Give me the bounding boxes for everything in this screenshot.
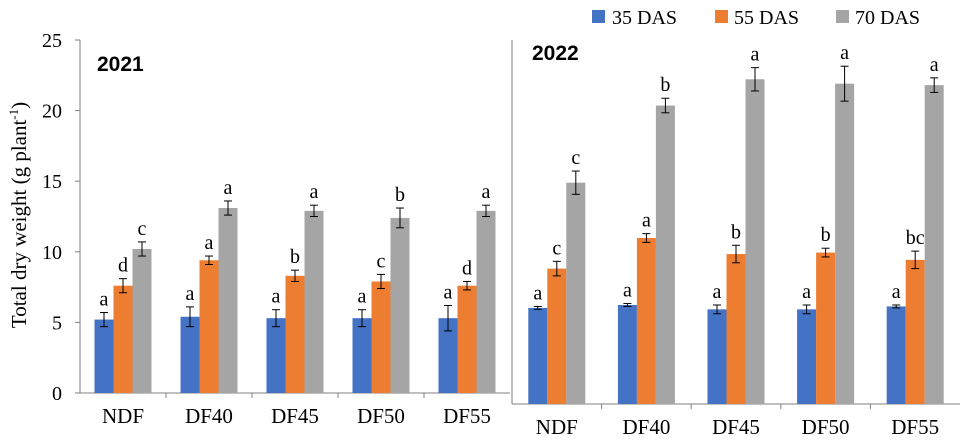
panel-2022-df45-35-das-significance-letter: a xyxy=(713,281,722,303)
panel-2021-tick-label-0: 0 xyxy=(52,383,62,405)
panel-2021-ndf-70-das-bar xyxy=(132,248,152,393)
panel-2021-df50-70-das-bar xyxy=(390,217,410,393)
panel-2021-category-label-df45: DF45 xyxy=(271,404,319,428)
panel-2021-df50-35-das-significance-letter: a xyxy=(358,286,367,308)
panel-2022-df50-70-das-significance-letter: a xyxy=(840,42,849,64)
panel-2022-category-label-df55: DF55 xyxy=(891,415,939,439)
panel-2022-df40-70-das-bar xyxy=(655,105,675,405)
panel-2022-category-label-ndf: NDF xyxy=(536,415,578,439)
panel-2022: 2022 NDF a c c DF40 a a b DF45 a b a DF50 a b a DF55 a bc a xyxy=(511,40,960,439)
panel-2022-df50-55-das-significance-letter: b xyxy=(821,224,831,246)
panel-2021-df40-35-das-significance-letter: a xyxy=(186,283,195,305)
panel-2022-category-label-df45: DF45 xyxy=(712,415,760,439)
panel-2022-df45-55-das-bar xyxy=(726,254,746,404)
panel-2021-df50-55-das-bar xyxy=(371,281,391,393)
panel-2021-df40-55-das-bar xyxy=(199,260,219,393)
y-axis-title: Total dry weight (g plant-1) xyxy=(6,102,31,328)
y-axis-title-close: ) xyxy=(7,102,31,109)
panel-2022-df55-35-das-significance-letter: a xyxy=(892,281,901,303)
panel-2022-df40-55-das-bar xyxy=(636,238,656,404)
panel-2021-tick-label-10: 10 xyxy=(42,242,62,264)
panel-2021-df50-55-das-significance-letter: c xyxy=(377,250,386,272)
panel-2021-ndf-70-das-significance-letter: c xyxy=(138,218,147,240)
panel-2021-df45-55-das-bar xyxy=(285,275,305,393)
panel-2022-df45-55-das-significance-letter: b xyxy=(731,221,741,243)
legend-swatch-35-das xyxy=(592,10,605,23)
panel-2021-y-ticks: 0 5 10 15 20 25 xyxy=(42,30,80,405)
panel-2021-df40-70-das-significance-letter: a xyxy=(224,177,233,199)
panel-2022-df45-70-das-significance-letter: a xyxy=(751,44,760,66)
panel-2022-df45-35-das-bar xyxy=(707,309,727,404)
legend-label-70-das: 70 DAS xyxy=(855,7,920,29)
panel-2022-ndf-35-das-significance-letter: a xyxy=(533,282,542,304)
panel-2022-df55-55-das-significance-letter: bc xyxy=(906,227,925,249)
panel-2021-category-label-df55: DF55 xyxy=(443,404,491,428)
panel-2021-ndf-55-das-significance-letter: d xyxy=(118,255,128,277)
panel-2021-df45-70-das-bar xyxy=(304,210,324,393)
panel-2022-ndf-55-das-significance-letter: c xyxy=(552,237,561,259)
legend-label-35-das: 35 DAS xyxy=(612,7,677,29)
legend: 35 DAS 55 DAS 70 DAS xyxy=(592,7,920,29)
panel-2022-ndf-70-das-significance-letter: c xyxy=(571,147,580,169)
panel-2021-df55-35-das-bar xyxy=(438,318,458,393)
panel-2021-title: 2021 xyxy=(97,53,144,76)
legend-swatch-70-das xyxy=(836,10,849,23)
panel-2021-category-label-ndf: NDF xyxy=(102,404,144,428)
panel-2021-tick-label-20: 20 xyxy=(42,101,62,123)
panel-2022-category-label-df50: DF50 xyxy=(802,415,850,439)
panel-2021-df50-35-das-bar xyxy=(352,318,372,393)
panel-2022-bars: NDF a c c DF40 a a b DF45 a b a DF50 a b a DF55 a bc a xyxy=(528,42,944,439)
panel-2022-df50-35-das-bar xyxy=(797,309,817,404)
panel-2021-df45-35-das-significance-letter: a xyxy=(272,286,281,308)
panel-2021-df55-55-das-bar xyxy=(457,285,477,393)
panel-2021-df40-55-das-significance-letter: a xyxy=(205,232,214,254)
panel-2022-df40-70-das-significance-letter: b xyxy=(660,74,670,96)
panel-2022-ndf-55-das-bar xyxy=(547,268,567,404)
panel-2022-title: 2022 xyxy=(532,42,579,65)
panel-2021-df40-70-das-bar xyxy=(218,208,238,393)
panel-2021-df45-35-das-bar xyxy=(266,318,286,393)
panel-2022-df55-55-das-bar xyxy=(905,259,925,404)
panel-2021-df55-70-das-bar xyxy=(476,210,496,393)
legend-label-55-das: 55 DAS xyxy=(734,7,799,29)
panel-2021-df50-70-das-significance-letter: b xyxy=(395,184,405,206)
panel-2021-ndf-35-das-bar xyxy=(94,319,114,393)
panel-2022-df50-70-das-bar xyxy=(835,83,855,405)
panel-2021-df55-35-das-significance-letter: a xyxy=(444,281,453,303)
panel-2021-df45-55-das-significance-letter: b xyxy=(290,246,300,268)
panel-2021-tick-label-5: 5 xyxy=(52,312,62,334)
panel-2021-df45-70-das-significance-letter: a xyxy=(310,181,319,203)
panel-2022-df40-35-das-significance-letter: a xyxy=(623,280,632,302)
panel-2021-tick-label-25: 25 xyxy=(42,30,62,52)
panel-2021-tick-label-15: 15 xyxy=(42,171,62,193)
y-axis-title-superscript: -1 xyxy=(6,109,21,120)
panel-2022-df45-70-das-bar xyxy=(745,79,765,404)
legend-swatch-55-das xyxy=(715,10,728,23)
panel-2021-ndf-55-das-bar xyxy=(113,285,133,393)
panel-2021-category-label-df50: DF50 xyxy=(357,404,405,428)
panel-2022-df55-70-das-bar xyxy=(924,85,944,405)
panel-2022-df50-55-das-bar xyxy=(816,252,836,404)
panel-2021-df55-55-das-significance-letter: d xyxy=(462,257,472,279)
y-axis-title-main: Total dry weight (g plant xyxy=(7,120,31,329)
panel-2022-ndf-35-das-bar xyxy=(528,307,548,404)
panel-2021-df55-70-das-significance-letter: a xyxy=(482,181,491,203)
panel-2021-category-label-df40: DF40 xyxy=(185,404,233,428)
panel-2022-df40-35-das-bar xyxy=(617,304,637,404)
panel-2022-category-label-df40: DF40 xyxy=(622,415,670,439)
panel-2021-ndf-35-das-significance-letter: a xyxy=(100,289,109,311)
panel-2021-df40-35-das-bar xyxy=(180,316,200,393)
panel-2022-df40-55-das-significance-letter: a xyxy=(642,210,651,232)
panel-2022-ndf-70-das-bar xyxy=(566,182,586,404)
panel-2022-df50-35-das-significance-letter: a xyxy=(802,281,811,303)
panel-2022-df55-70-das-significance-letter: a xyxy=(930,54,939,76)
panel-2022-df55-35-das-bar xyxy=(886,306,906,404)
